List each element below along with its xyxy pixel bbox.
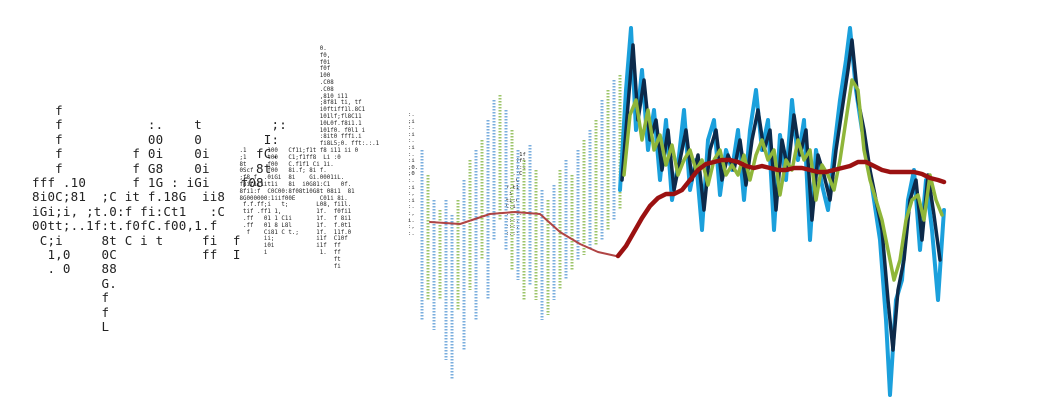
navy-series-line — [620, 38, 942, 352]
green-series-line — [622, 78, 944, 282]
ascii-art-block-middle: 0. f0, f0i f0f 100 .C08 .C08 ,81 — [239, 46, 380, 270]
dark-red-trend-line — [615, 157, 947, 259]
dotted-trend-line — [429, 211, 617, 257]
ascii-art-block-left: f f :. t ;: f 00 0 I: f f 0i 0i fC. f f … — [32, 103, 287, 335]
